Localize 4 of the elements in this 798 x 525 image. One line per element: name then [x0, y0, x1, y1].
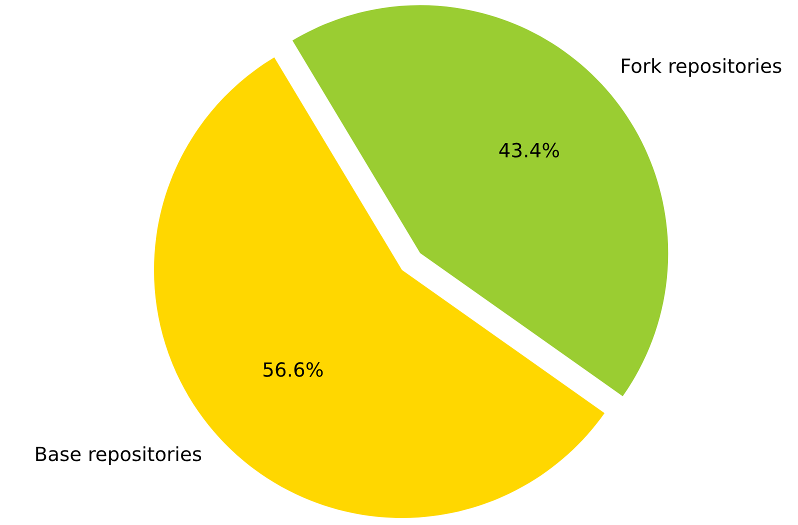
data-label: 56.6%: [264, 362, 323, 377]
slice-label: Fork repositories: [622, 58, 782, 77]
data-label: 43.4%: [499, 142, 560, 158]
slice-label: Base repositories: [36, 446, 202, 466]
